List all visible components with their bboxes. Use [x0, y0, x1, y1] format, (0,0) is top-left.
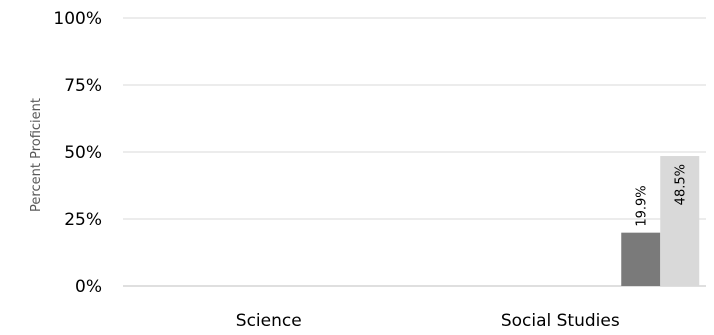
y-tick-label: 25%	[64, 210, 102, 230]
bar	[660, 156, 700, 286]
bars: 19.9% 48.5%	[621, 156, 700, 286]
x-axis-ticks: Science Social Studies	[236, 311, 620, 331]
y-tick-label: 0%	[75, 277, 102, 297]
data-label: 48.5%	[674, 164, 689, 205]
gridlines	[123, 17, 706, 287]
y-axis-label: Percent Proficient	[29, 98, 44, 212]
data-label: 19.9%	[635, 185, 650, 226]
bar	[621, 232, 661, 286]
y-tick-label: 75%	[64, 76, 102, 96]
x-tick-label: Social Studies	[501, 311, 620, 331]
x-tick-label: Science	[236, 311, 302, 331]
y-axis-ticks: 0% 25% 50% 75% 100%	[53, 9, 102, 297]
y-tick-label: 50%	[64, 143, 102, 163]
y-tick-label: 100%	[53, 9, 102, 29]
